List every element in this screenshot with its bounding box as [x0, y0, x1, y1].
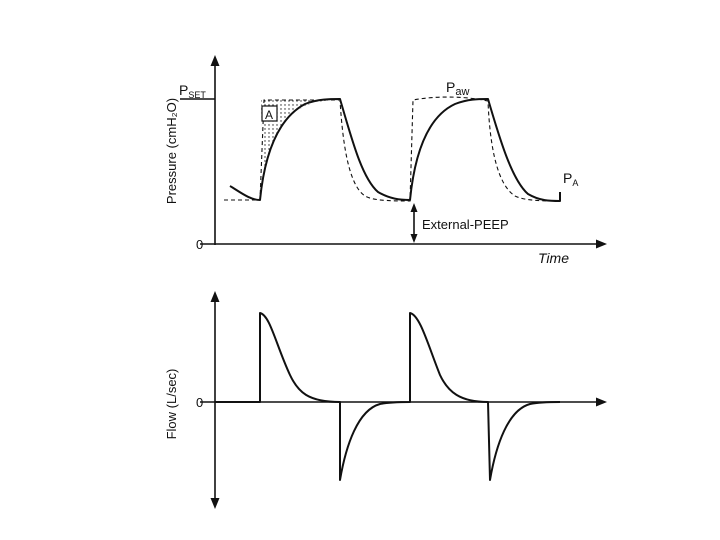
pressure-y-label: Pressure (cmH₂O): [164, 98, 179, 204]
flow-y-label: Flow (L/sec): [164, 369, 179, 440]
peep-arrow-top: [410, 203, 418, 212]
pressure-panel: Pressure (cmH₂O) 0 PSET Time A Paw PA Ex…: [164, 55, 607, 266]
alveolar-pressure-curve: [229, 98, 561, 202]
pressure-x-axis-arrow: [596, 239, 607, 249]
flow-panel: Flow (L/sec) 0: [164, 291, 607, 509]
area-a-box: [261, 105, 278, 122]
flow-y-axis-arrow-bottom: [210, 498, 220, 509]
area-a-label: A: [265, 108, 273, 122]
pressure-y-axis-arrow: [210, 55, 220, 66]
flow-zero-label: 0: [196, 395, 203, 410]
shaded-area-a: [261, 100, 340, 180]
pressure-zero-label: 0: [196, 237, 203, 252]
time-label: Time: [538, 250, 569, 266]
flow-y-axis-arrow-top: [210, 291, 220, 302]
external-peep-label: External-PEEP: [422, 217, 509, 232]
paw-label: Paw: [446, 79, 469, 98]
peep-arrow-bottom: [410, 234, 418, 243]
airway-pressure-curve: [224, 96, 561, 202]
pset-label: PSET: [179, 82, 206, 100]
flow-curve: [215, 312, 561, 481]
flow-x-axis-arrow: [596, 397, 607, 407]
pa-label: PA: [563, 170, 578, 188]
